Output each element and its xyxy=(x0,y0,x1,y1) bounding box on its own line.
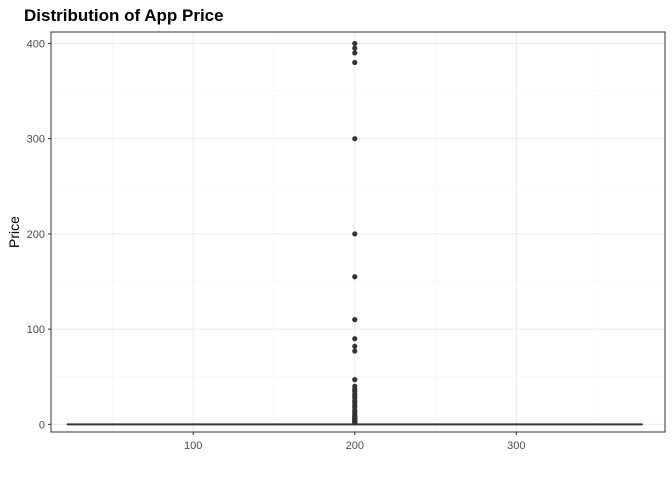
panel-border xyxy=(50,31,666,433)
grid-major xyxy=(51,32,665,432)
outlier-points xyxy=(352,40,358,426)
outlier-point xyxy=(352,274,358,280)
y-tick-label: 0 xyxy=(39,419,45,431)
outlier-point xyxy=(352,136,358,142)
outlier-point xyxy=(352,377,358,383)
y-axis-label: Price xyxy=(6,216,22,248)
outlier-point xyxy=(352,419,358,426)
outlier-point xyxy=(352,231,358,237)
x-tick-label: 200 xyxy=(346,440,364,452)
outlier-point xyxy=(352,50,358,56)
x-axis: 100 200 300 xyxy=(184,432,526,452)
outlier-point xyxy=(352,40,358,47)
y-tick-label: 400 xyxy=(27,38,45,50)
outlier-point xyxy=(352,348,358,354)
y-tick-label: 200 xyxy=(27,229,45,241)
outlier-point xyxy=(352,343,358,349)
chart-title: Distribution of App Price xyxy=(24,6,224,25)
y-axis: 0 100 200 300 400 xyxy=(27,38,51,431)
outlier-point xyxy=(352,317,358,323)
outlier-point xyxy=(352,45,358,51)
outlier-point xyxy=(352,336,358,342)
grid-minor xyxy=(51,32,665,432)
x-tick-label: 300 xyxy=(507,440,525,452)
outlier-point xyxy=(352,59,358,66)
y-tick-label: 300 xyxy=(27,134,45,146)
y-tick-label: 100 xyxy=(27,324,45,336)
x-tick-label: 100 xyxy=(184,440,202,452)
